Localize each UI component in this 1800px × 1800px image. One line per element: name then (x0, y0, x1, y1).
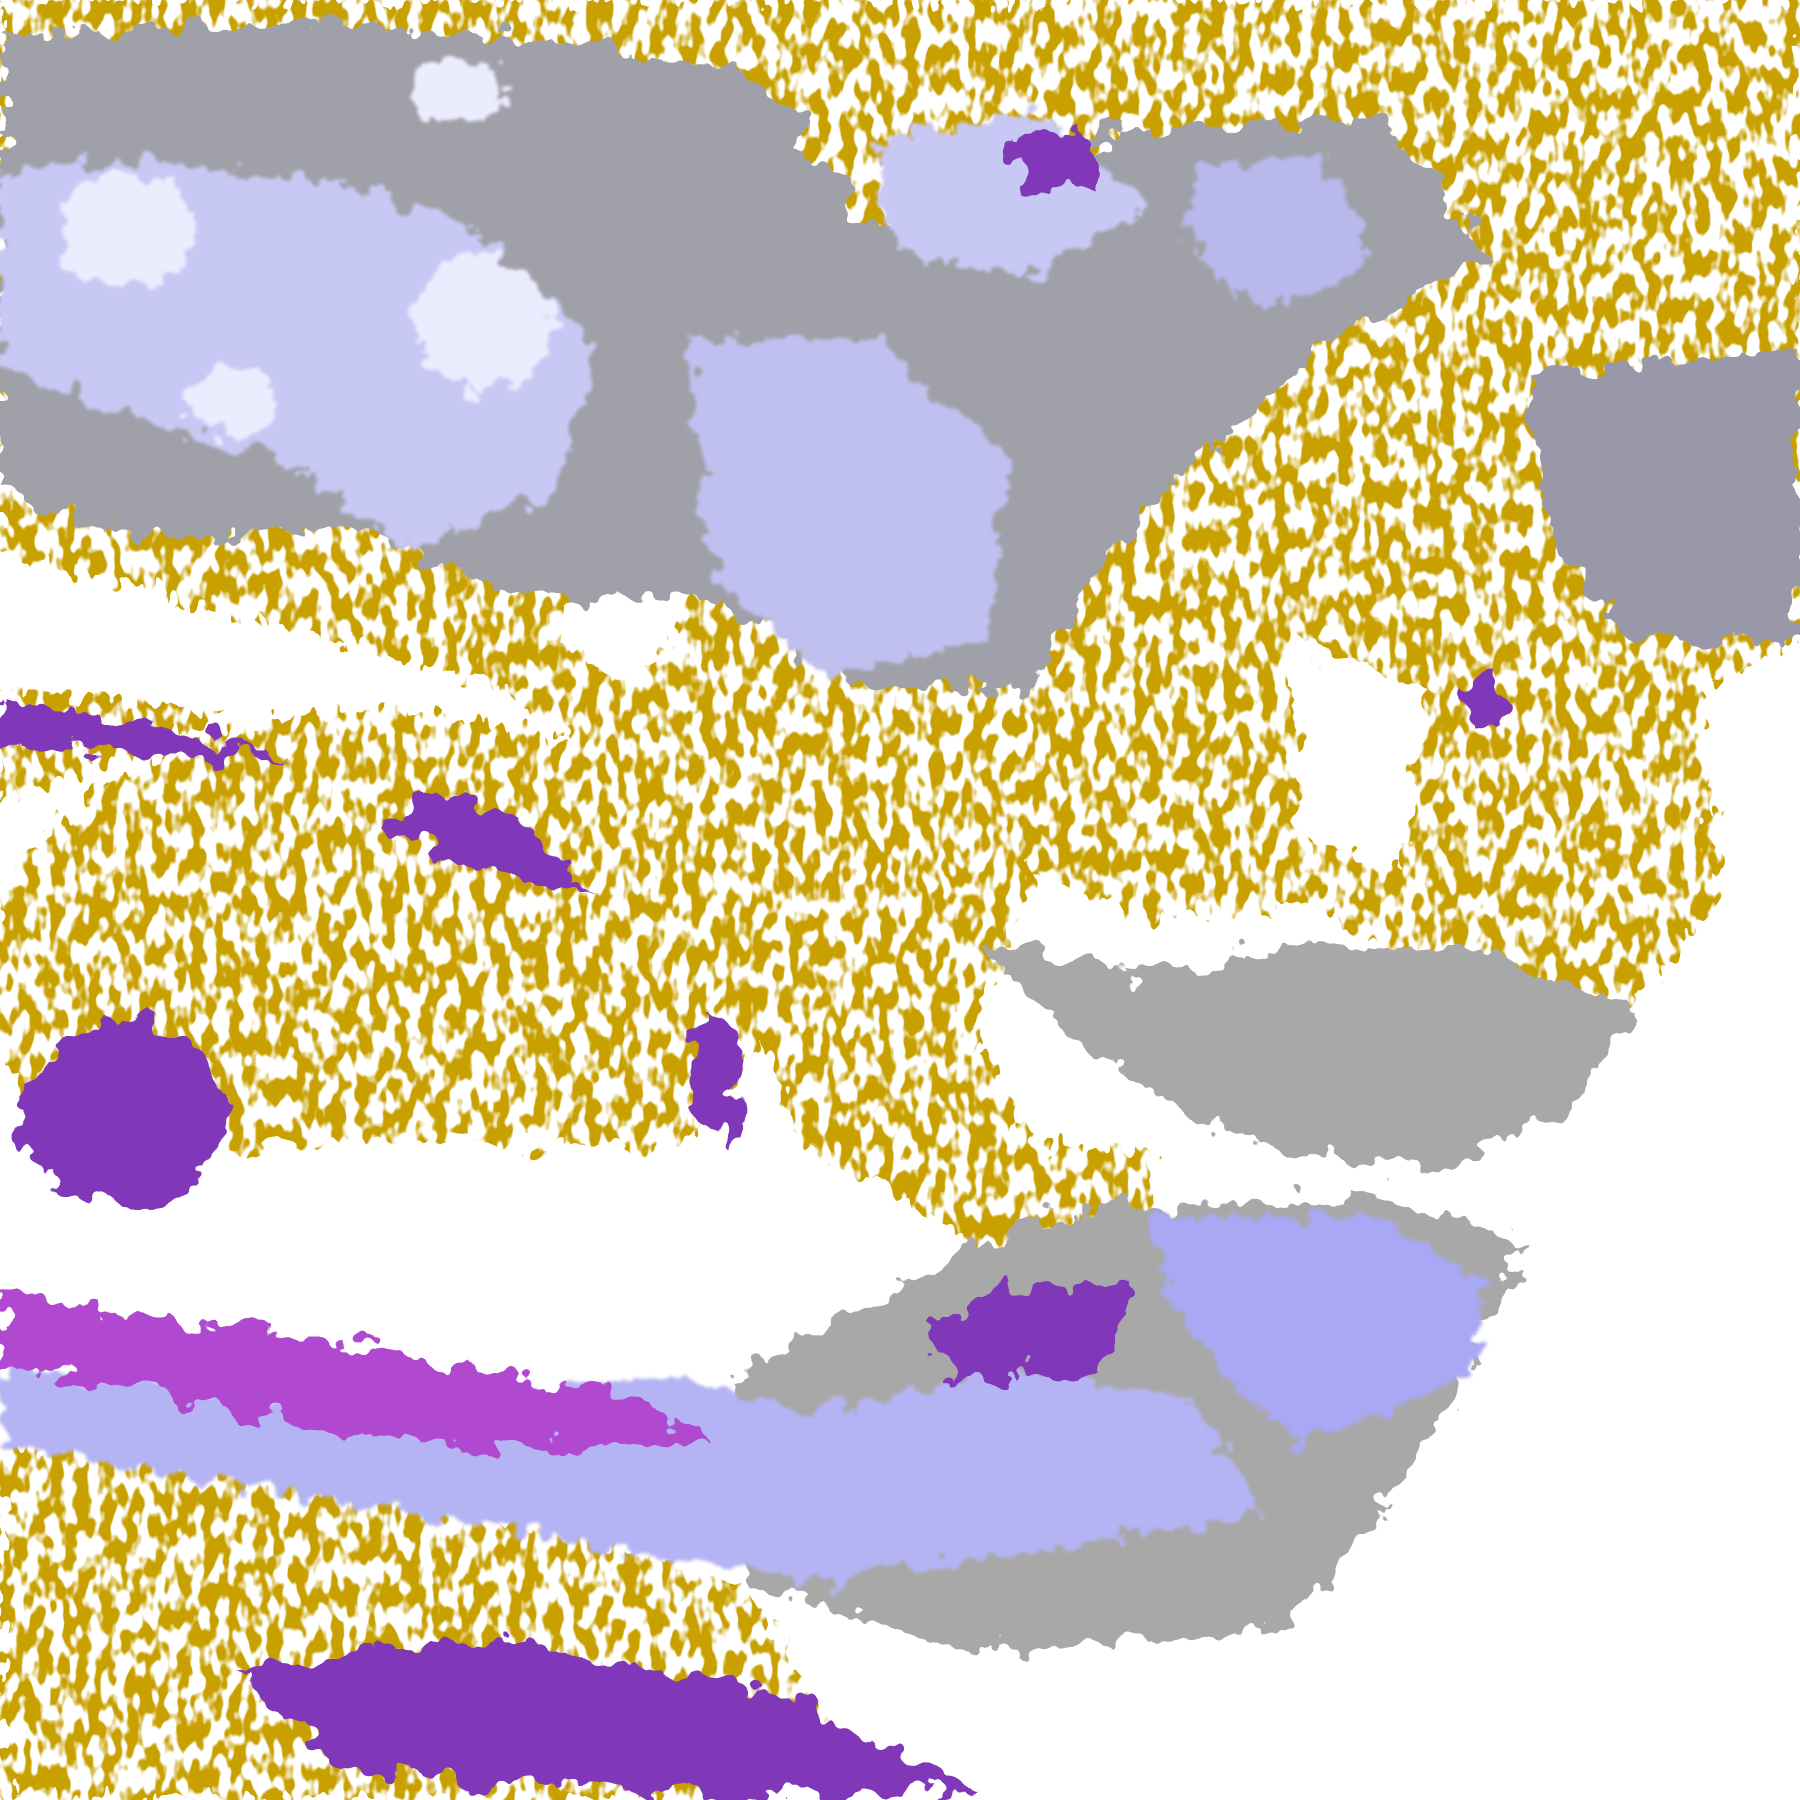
gray-cloud (1526, 344, 1800, 643)
bright-cloud (413, 252, 552, 391)
clear-edge (1147, 1033, 1800, 1800)
purple-cloud (22, 1021, 230, 1206)
purple-layer (0, 126, 1504, 1800)
clear-area (91, 1136, 724, 1298)
magenta-cloud (0, 1297, 712, 1447)
lavender-layer (0, 57, 1493, 1585)
lavender-cloud (1193, 149, 1378, 310)
purple-cloud (688, 1010, 747, 1148)
lavender-cloud (1147, 1216, 1493, 1447)
purple-cloud (1457, 677, 1504, 735)
purple-cloud (378, 792, 586, 896)
purple-cloud (229, 1641, 976, 1800)
bright-cloud (183, 367, 276, 437)
bright-cloud (413, 57, 506, 127)
bright-cloud (57, 172, 196, 287)
lavender-cloud (688, 332, 1011, 678)
gray-cloud (975, 941, 1631, 1171)
purple-cloud (1010, 126, 1103, 196)
clear-area (1285, 642, 1435, 873)
purple-cloud (0, 700, 287, 758)
purple-cloud (918, 1285, 1137, 1378)
